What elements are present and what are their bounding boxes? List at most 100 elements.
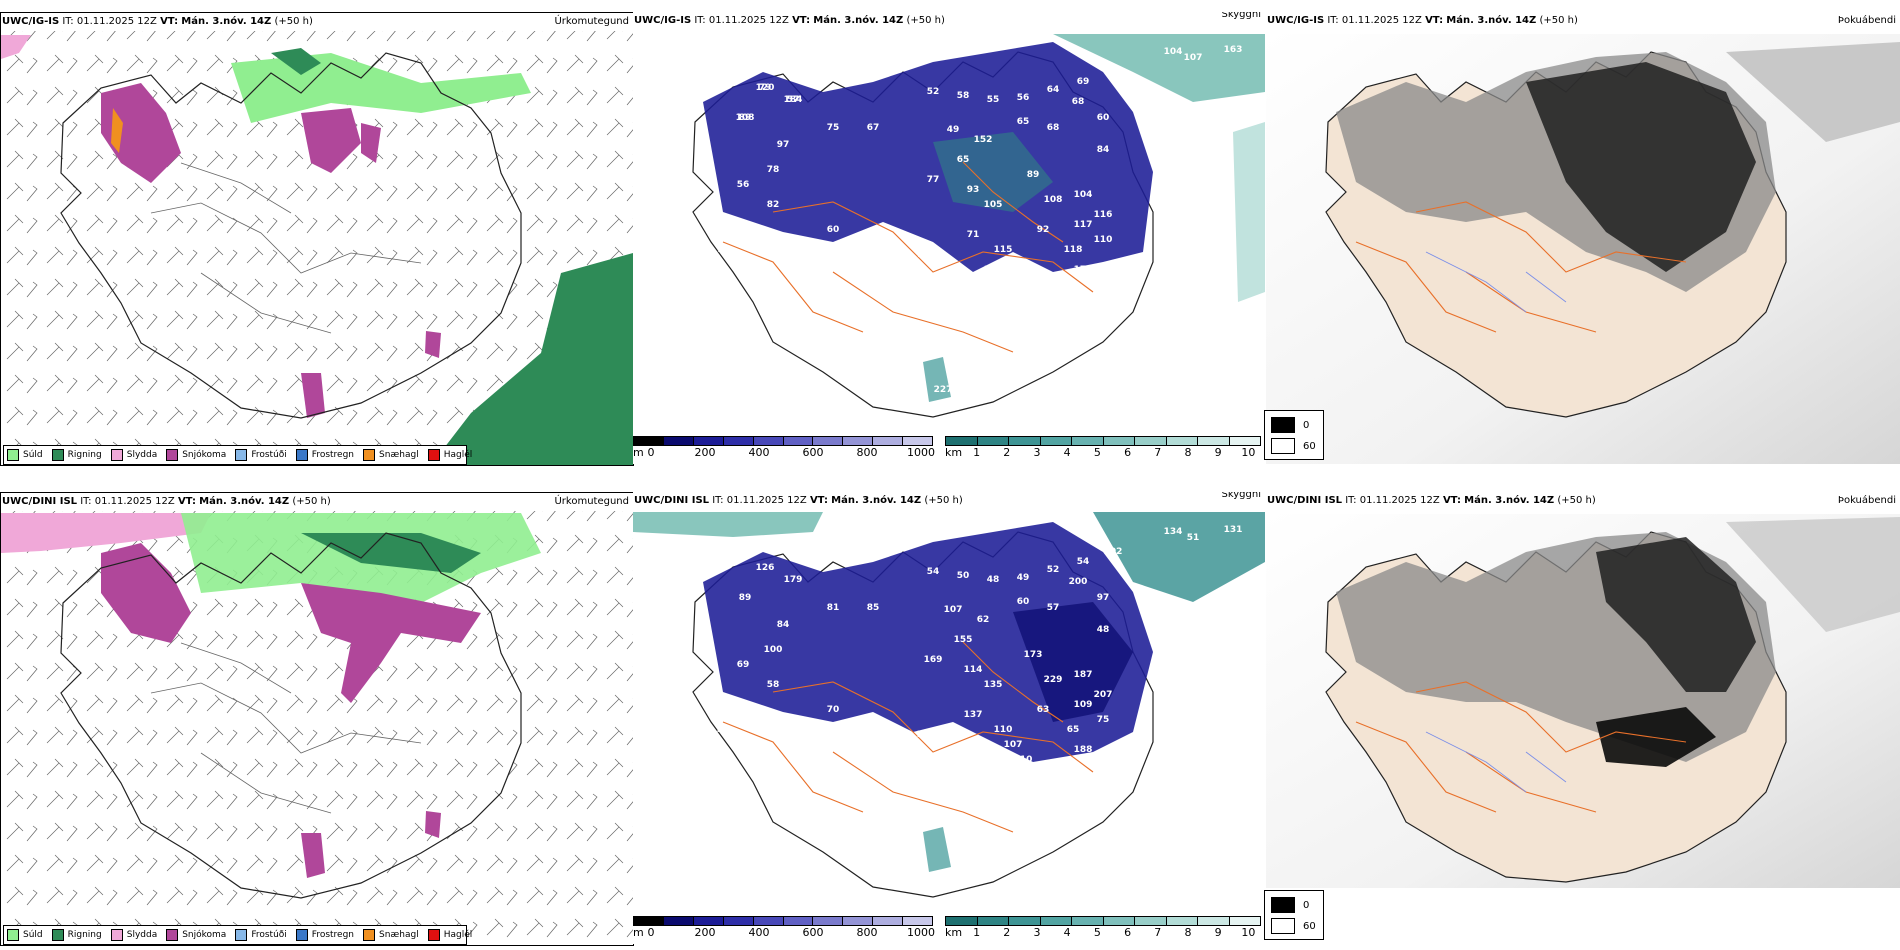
- colorbar-tick-label: 1000: [907, 446, 935, 459]
- visibility-value-label: 107: [944, 605, 963, 615]
- colorbar-tick-label: 800: [856, 926, 878, 939]
- colorbar-segment: [903, 437, 933, 445]
- colorbar-tick-label: 3: [1033, 446, 1041, 459]
- legend-item: Snjókoma: [166, 449, 226, 461]
- fog-legend-swatch-black: [1271, 417, 1295, 433]
- visibility-value-label: 131: [1224, 525, 1243, 535]
- precip-type-legend: Súld Rigning Slydda Snjókoma Frostúði Fr…: [3, 445, 472, 465]
- colorbar-tick-label: 0: [647, 926, 655, 939]
- colorbar-tick-label: 200: [694, 926, 716, 939]
- legend-item: Rigning: [51, 449, 102, 461]
- colorbar-unit: km: [945, 926, 963, 939]
- visibility-value-label: 117: [1074, 220, 1093, 230]
- colorbar-unit: m: [633, 446, 644, 459]
- colorbar-segment: [1040, 437, 1072, 445]
- visibility-value-label: 89: [739, 593, 752, 603]
- colorbar-tick-label: 5: [1093, 446, 1101, 459]
- visibility-value-label: 58: [957, 91, 970, 101]
- colorbar-segment: [1229, 917, 1260, 925]
- ceiling-colorbar: m 0 200 400 600 800 1000: [633, 916, 935, 940]
- model-name: UWC/IG-IS: [1267, 15, 1325, 26]
- visibility-value-label: 65: [957, 155, 970, 165]
- colorbar-segment: [843, 917, 874, 925]
- colorbar-segment: [813, 437, 844, 445]
- visibility-value-label: 163: [1224, 45, 1243, 55]
- legend-swatch-sleet: [110, 929, 123, 941]
- colorbar-tick-label: 1: [973, 926, 981, 939]
- visibility-value-label: 115: [994, 245, 1013, 255]
- legend-swatch-snow-pellets: [363, 449, 376, 461]
- visibility-value-label: 69: [737, 660, 750, 670]
- colorbar-tick-label: 0: [647, 446, 655, 459]
- visibility-value-label: 84: [1097, 145, 1110, 155]
- legend-swatch-drizzle: [7, 929, 19, 941]
- legend-swatch-freezing-drizzle: [235, 449, 248, 461]
- fog-legend-swatch-white: [1271, 438, 1295, 454]
- panel-header: UWC/IG-IS IT: 01.11.2025 12Z VT: Mán. 3.…: [1266, 12, 1900, 30]
- visibility-value-label: 184: [784, 95, 803, 105]
- visibility-value-label: 72: [917, 250, 930, 260]
- visibility-value-label: 65: [1017, 117, 1030, 127]
- legend-item: Frostregn: [295, 449, 354, 461]
- colorbar-tick-label: 9: [1214, 446, 1222, 459]
- panel-title: Þokuábendi: [1837, 495, 1896, 506]
- visibility-value-label: 55: [987, 95, 1000, 105]
- colorbar-segment: [663, 917, 694, 925]
- legend-item: Frostúði: [235, 929, 287, 941]
- legend-item: Rigning: [51, 929, 102, 941]
- legend-item: Frostúði: [235, 449, 287, 461]
- colorbar-segment: [946, 917, 978, 925]
- colorbar-segment: [1198, 917, 1230, 925]
- visibility-value-label: 89: [739, 113, 752, 123]
- colorbar-unit: m: [633, 926, 644, 939]
- colorbar-tick-label: 7: [1154, 446, 1162, 459]
- colorbar-tick-label: 2: [1003, 446, 1011, 459]
- visibility-value-label: 77: [927, 175, 940, 185]
- visibility-value-label: 107: [1044, 280, 1063, 290]
- colorbar-tick-label: 10: [1241, 446, 1256, 459]
- colorbar-unit: km: [945, 446, 963, 459]
- colorbar-segment: [693, 917, 724, 925]
- visibility-value-label: 90: [1107, 67, 1120, 77]
- fog-index-panel-dini: UWC/DINI ISL IT: 01.11.2025 12Z VT: Mán.…: [1266, 492, 1900, 888]
- visibility-value-label: 60: [1097, 113, 1110, 123]
- cloud-visibility-panel-ig: UWC/IG-IS IT: 01.11.2025 12Z VT: Mán. 3.…: [633, 12, 1265, 464]
- visibility-value-label: 85: [867, 603, 880, 613]
- visibility-value-label: 54: [927, 567, 940, 577]
- legend-swatch-snow: [166, 929, 179, 941]
- visibility-value-label: 152: [974, 135, 993, 145]
- visibility-value-label: 187: [1074, 670, 1093, 680]
- colorbar-tick-label: 7: [1154, 926, 1162, 939]
- legend-item: Snjókoma: [166, 929, 226, 941]
- visibility-value-label: 188: [1074, 745, 1093, 755]
- visibility-value-label: 69: [1077, 77, 1090, 87]
- visibility-value-label: 155: [954, 635, 973, 645]
- colorbar-segment: [634, 437, 664, 445]
- visibility-value-label: 110: [1014, 755, 1033, 765]
- panel-title: Skyggni: [1221, 492, 1261, 500]
- colorbar-tick-label: 3: [1033, 926, 1041, 939]
- colorbar-segment: [1072, 917, 1104, 925]
- legend-item: Haglél: [427, 449, 472, 461]
- colorbar-segment: [1040, 917, 1072, 925]
- visibility-value-label: 137: [964, 710, 983, 720]
- visibility-value-label: 54: [1077, 557, 1090, 567]
- visibility-value-label: 58: [767, 680, 780, 690]
- colorbar-segment: [1103, 437, 1135, 445]
- visibility-value-label: 48: [987, 575, 1000, 585]
- visibility-value-label: 190: [984, 265, 1003, 275]
- legend-item: Snæhagl: [363, 929, 419, 941]
- visibility-value-label: 82: [767, 200, 780, 210]
- visibility-value-label: 60: [827, 225, 840, 235]
- precip-type-map: [1, 31, 633, 465]
- legend-swatch-rain: [51, 449, 64, 461]
- cloud-visibility-map: 120 184 89 75 67 52 58 55 56 64 69 90 104 163 107 68 60 6…: [692, 34, 1265, 418]
- model-name: UWC/DINI ISL: [634, 495, 710, 506]
- visibility-value-label: 49: [947, 125, 960, 135]
- visibility-value-label: 250: [1024, 815, 1043, 825]
- legend-swatch-rain: [51, 929, 64, 941]
- visibility-value-label: 57: [1047, 603, 1060, 613]
- visibility-value-label: 71: [967, 230, 980, 240]
- panel-title: Skyggni: [1221, 12, 1261, 20]
- visibility-value-label: 126: [756, 563, 775, 573]
